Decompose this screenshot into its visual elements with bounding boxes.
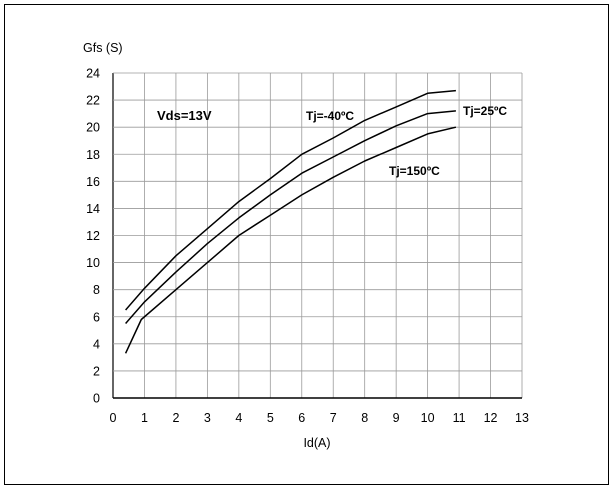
- y-tick-label: 6: [93, 310, 100, 324]
- x-tick-label: 10: [421, 411, 435, 425]
- x-tick-label: 12: [484, 411, 498, 425]
- condition-label: Vds=13V: [157, 108, 212, 123]
- grid: [112, 72, 523, 399]
- y-tick-label: 24: [86, 67, 100, 81]
- y-tick-label: 8: [93, 283, 100, 297]
- y-tick-label: 16: [86, 175, 100, 189]
- chart-frame: [4, 4, 609, 485]
- x-axis-label: Id(A): [303, 436, 330, 450]
- y-tick-label: 10: [86, 256, 100, 270]
- x-tick-label: 1: [141, 411, 148, 425]
- series-line-0: [125, 89, 456, 311]
- x-tick-label: 0: [110, 411, 117, 425]
- x-tick-label: 2: [172, 411, 179, 425]
- y-tick-label: 12: [86, 229, 100, 243]
- x-tick-label: 5: [267, 411, 274, 425]
- x-tick-label: 11: [453, 411, 466, 425]
- y-tick-label: 22: [86, 94, 100, 108]
- series-line-1: [125, 110, 456, 324]
- series-label-tj-25: Tj=25ºC: [463, 104, 507, 118]
- x-tick-label: 8: [361, 411, 368, 425]
- y-tick-label: 18: [86, 148, 100, 162]
- x-tick-label: 4: [235, 411, 242, 425]
- x-tick-labels: 0 1 2 3 4 5 6 7 8 9 10 11 12 13: [110, 411, 529, 425]
- x-tick-label: 9: [393, 411, 400, 425]
- y-tick-label: 0: [93, 392, 100, 406]
- x-tick-label: 3: [204, 411, 211, 425]
- series-label-tj-minus40: Tj=-40ºC: [306, 109, 354, 123]
- series-label-tj-150: Tj=150ºC: [389, 164, 440, 178]
- y-axis-label: Gfs (S): [83, 41, 123, 55]
- x-tick-label: 13: [515, 411, 529, 425]
- y-tick-label: 4: [93, 337, 100, 351]
- y-tick-label: 14: [86, 202, 100, 216]
- series-lines: [124, 89, 457, 354]
- y-tick-label: 2: [93, 364, 100, 378]
- x-tick-label: 6: [298, 411, 305, 425]
- x-tick-label: 7: [330, 411, 337, 425]
- y-tick-label: 20: [86, 121, 100, 135]
- series-line-2: [124, 126, 457, 354]
